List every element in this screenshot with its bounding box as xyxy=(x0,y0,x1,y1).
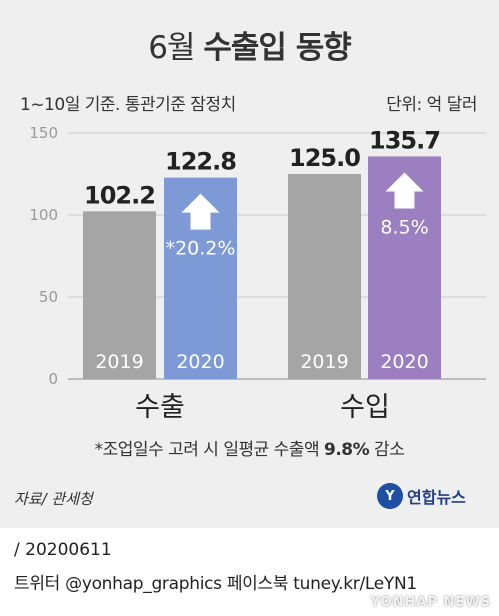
y-tick-label: 0 xyxy=(48,370,58,388)
bar-year-label: 2020 xyxy=(176,351,224,373)
subtitle-basis: 1~10일 기준. 통관기준 잠정치 xyxy=(20,95,236,115)
bar xyxy=(83,211,156,379)
date-line: / 20200611 xyxy=(14,540,112,560)
bar-value-label: 122.8 xyxy=(165,148,236,176)
bar-year-label: 2019 xyxy=(300,351,348,373)
footnote-text-end: 감소 xyxy=(369,440,405,460)
page-title: 6월 수출입 동향 xyxy=(0,22,499,67)
watermark: YONHAP NEWS xyxy=(370,595,491,610)
bar-year-label: 2019 xyxy=(95,351,143,373)
infographic-card: 6월 수출입 동향 1~10일 기준. 통관기준 잠정치 단위: 억 달러 0 5… xyxy=(0,0,499,528)
y-tick-label: 50 xyxy=(39,288,58,306)
social-line: 트위터 @yonhap_graphics 페이스북 tuney.kr/LeYN1 xyxy=(14,574,417,594)
y-tick-label: 150 xyxy=(29,124,58,142)
bar-year-label: 2020 xyxy=(380,351,428,373)
logo-name: 연합뉴스 xyxy=(407,488,466,507)
bar-value-label: 135.7 xyxy=(369,126,440,154)
title-month: 6월 xyxy=(148,30,195,66)
footnote-text: *조업일수 고려 시 일평균 수출액 xyxy=(94,440,324,460)
up-arrow-icon xyxy=(385,172,424,209)
subtitle-unit: 단위: 억 달러 xyxy=(386,95,477,115)
logo-mark-icon: Y xyxy=(377,483,403,509)
bar-value-label: 102.2 xyxy=(84,181,155,209)
bar-value-label: 125.0 xyxy=(289,144,360,172)
yonhap-logo: Y 연합뉴스 xyxy=(377,481,466,511)
bar-chart: 0 50 100 150 102.2 2019 122.8 2020 *20.2% 수출 125.0… xyxy=(29,124,486,423)
footnote: *조업일수 고려 시 일평균 수출액 9.8% 감소 xyxy=(0,435,499,460)
footnote-highlight: 9.8% xyxy=(324,440,370,460)
up-arrow-icon xyxy=(181,193,220,230)
bar-change-label: *20.2% xyxy=(166,238,236,260)
y-tick-label: 100 xyxy=(29,206,58,224)
title-main: 수출입 동향 xyxy=(203,30,351,66)
bar-change-label: 8.5% xyxy=(380,216,428,238)
category-label: 수입 xyxy=(340,392,390,423)
bar xyxy=(288,174,361,379)
category-label: 수출 xyxy=(135,392,185,423)
source-label: 자료/ 관세청 xyxy=(14,490,93,508)
